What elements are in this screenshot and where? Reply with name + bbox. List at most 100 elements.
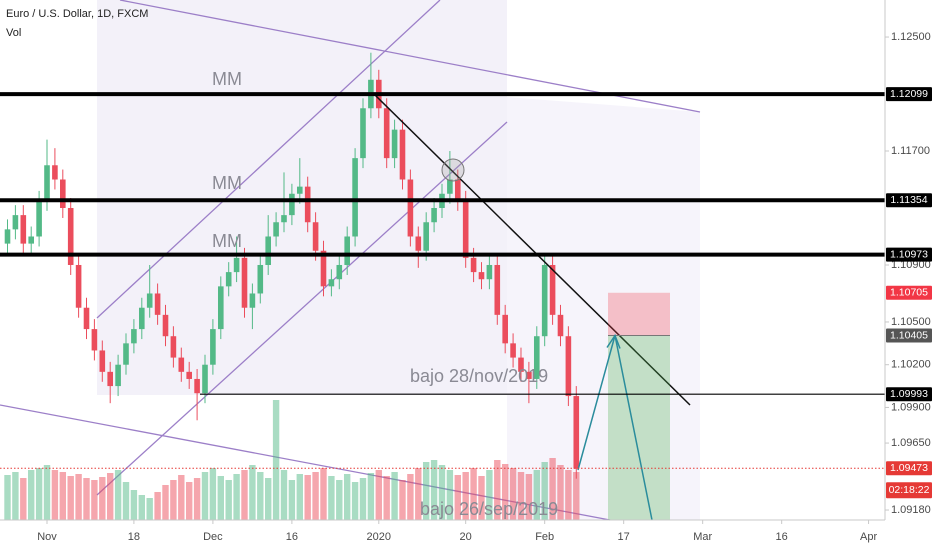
target-label-bg xyxy=(886,285,932,300)
volume-bar xyxy=(209,468,217,520)
volume-bar xyxy=(114,470,122,520)
candle-body xyxy=(344,236,350,265)
x-tick-label: Apr xyxy=(860,531,877,543)
candle-body xyxy=(115,364,121,387)
x-tick-label: 16 xyxy=(776,531,788,543)
volume-bar xyxy=(383,476,390,520)
chart-title: Euro / U.S. Dollar, 1D, FXCM xyxy=(6,8,148,20)
candle-body xyxy=(44,165,50,201)
candle-body xyxy=(107,371,114,387)
volume-bar xyxy=(454,475,461,520)
candle-body xyxy=(549,264,556,315)
y-tick-label: 1.09900 xyxy=(891,401,931,413)
candle-body xyxy=(225,272,232,287)
level-label: 1.11354 xyxy=(890,194,927,206)
x-tick-label: Dec xyxy=(203,531,223,543)
channel-line xyxy=(96,0,441,319)
position-target xyxy=(608,292,670,336)
volume-bar xyxy=(178,475,185,520)
volume-bar xyxy=(233,474,240,520)
candle-body xyxy=(52,165,58,180)
volume-bar xyxy=(359,478,367,520)
last-price-label-bg xyxy=(886,461,932,476)
candle-body xyxy=(533,336,540,379)
candle-body xyxy=(447,179,453,194)
volume-bar xyxy=(122,482,130,520)
candle-body xyxy=(478,272,485,280)
volume-bar xyxy=(75,474,82,520)
volume-bar xyxy=(533,470,540,520)
candle-body xyxy=(131,329,137,344)
volume-bar xyxy=(557,465,564,520)
candle-body xyxy=(217,286,224,330)
candle-body xyxy=(470,257,477,273)
candle-body xyxy=(202,364,208,394)
candle-body xyxy=(557,314,564,337)
volume-bar xyxy=(399,480,406,520)
x-tick-label: 18 xyxy=(128,531,140,543)
candle-body xyxy=(162,314,169,337)
y-tick-label: 1.11700 xyxy=(891,145,930,157)
volume-bar xyxy=(446,470,454,520)
channel-line xyxy=(96,121,508,496)
volume-bar xyxy=(170,480,177,520)
candle-body xyxy=(170,336,177,358)
volume-bar xyxy=(99,477,106,520)
volume-bar xyxy=(185,482,193,520)
candle-body xyxy=(320,250,327,287)
volume-bar xyxy=(67,476,74,520)
candle-body xyxy=(91,329,98,351)
annotation: bajo 28/nov/2019 xyxy=(410,366,548,386)
annotation: MM xyxy=(212,231,242,251)
candle-body xyxy=(257,264,264,294)
level-label-bg xyxy=(886,87,932,102)
channel-shade xyxy=(507,97,700,520)
candle-body xyxy=(360,108,366,159)
volume-bar xyxy=(91,480,98,520)
volume-bar xyxy=(541,462,548,520)
volume-bar xyxy=(59,472,67,520)
candle-body xyxy=(312,222,319,251)
volume-bar xyxy=(241,470,248,520)
annotation: MM xyxy=(212,173,242,193)
volume-bar xyxy=(83,478,90,520)
candle-body xyxy=(194,378,200,394)
candle-body xyxy=(138,307,145,330)
volume-bar xyxy=(517,472,525,520)
candle-body xyxy=(60,179,66,208)
channel-shade xyxy=(97,0,507,395)
candle-body xyxy=(249,293,256,308)
volume-bar xyxy=(304,475,311,520)
y-tick-label: 1.10500 xyxy=(891,316,931,328)
volume-bar xyxy=(51,470,59,520)
volume-bar xyxy=(225,480,232,520)
candle-body xyxy=(28,236,35,244)
level-label-bg xyxy=(886,193,932,208)
x-tick-label: Feb xyxy=(535,531,554,543)
volume-bar xyxy=(336,480,343,520)
volume-bar xyxy=(320,468,327,520)
volume-bar xyxy=(272,400,280,520)
trend-line xyxy=(374,94,691,406)
volume-bar xyxy=(193,478,201,520)
volume-bar xyxy=(43,465,51,520)
candle-body xyxy=(20,215,27,244)
y-tick-label: 1.09180 xyxy=(891,504,931,516)
candle-body xyxy=(304,186,311,223)
candle-body xyxy=(296,186,303,194)
candle-body xyxy=(510,343,516,358)
volume-bar xyxy=(565,470,572,520)
volume-bar xyxy=(28,470,35,520)
volume-bar xyxy=(249,465,256,520)
candle-body xyxy=(289,193,295,216)
countdown-label: 02:18:22 xyxy=(889,484,930,496)
candle-body xyxy=(518,357,524,372)
arrow-head xyxy=(606,333,621,349)
volume-bar xyxy=(470,468,477,520)
y-tick-label: 1.10900 xyxy=(891,259,931,271)
candle-body xyxy=(67,208,74,265)
candle-body xyxy=(4,229,11,244)
volume-bar xyxy=(130,490,138,520)
candle-body xyxy=(123,343,129,365)
